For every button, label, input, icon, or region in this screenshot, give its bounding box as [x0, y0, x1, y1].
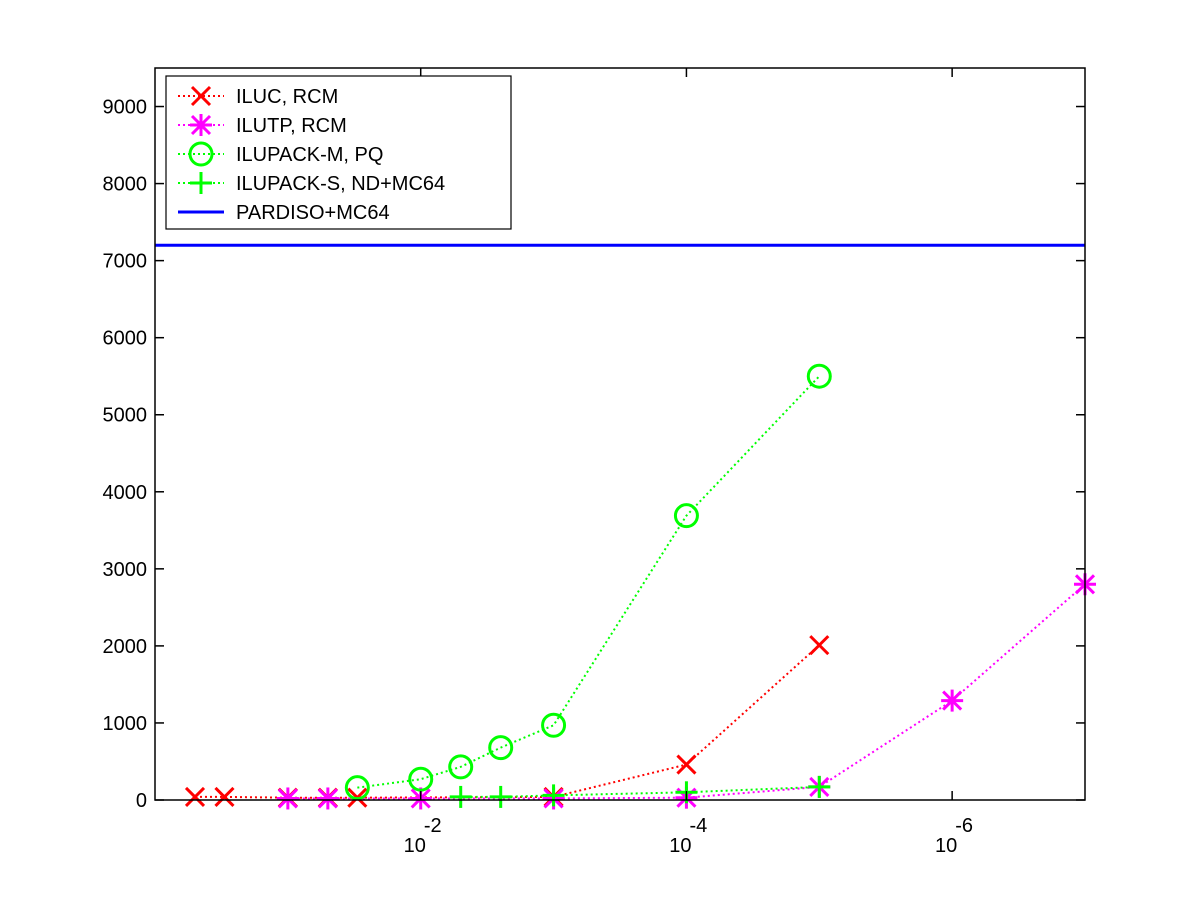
series-2 — [344, 363, 832, 801]
data-point-2-1 — [408, 766, 434, 792]
data-point-1-6 — [941, 689, 964, 712]
legend-entry-1: ILUTP, RCM — [178, 114, 347, 137]
data-point-0-6 — [676, 754, 697, 775]
legend-marker-0 — [190, 85, 212, 107]
ticks-layer: 010002000300040005000600070008000900010-… — [103, 68, 1085, 857]
y-tick-label-8: 8000 — [103, 174, 148, 196]
x-tick-label-base-1: 10 — [669, 835, 691, 857]
legend-entry-2: ILUPACK-M, PQ — [178, 141, 383, 167]
y-tick-label-7: 7000 — [103, 251, 148, 273]
series-line-3 — [460, 785, 820, 798]
legend-marker-3 — [190, 172, 212, 194]
data-point-0-1 — [214, 786, 235, 807]
legend-marker-2 — [188, 141, 214, 167]
legend-entry-0: ILUC, RCM — [178, 85, 338, 108]
y-tick-label-6: 6000 — [103, 328, 148, 350]
data-point-3-4 — [808, 775, 831, 798]
legend-box — [165, 75, 512, 230]
y-tick-label-3: 3000 — [103, 559, 148, 581]
y-tick-label-4: 4000 — [103, 482, 148, 504]
y-tick-label-1: 1000 — [103, 713, 148, 735]
legend-entry-3: ILUPACK-S, ND+MC64 — [178, 172, 445, 195]
legend-marker-1 — [190, 114, 212, 136]
data-point-2-6 — [806, 363, 832, 389]
x-tick-label-base-2: 10 — [935, 835, 957, 857]
data-point-3-0 — [449, 785, 472, 808]
data-point-2-0 — [344, 775, 370, 801]
data-point-3-2 — [542, 784, 565, 807]
x-tick-label-base-0: 10 — [404, 835, 426, 857]
x-tick-label-exp-1: -4 — [690, 815, 708, 837]
axes-frame — [154, 67, 1086, 801]
legend-label-2: ILUPACK-M, PQ — [236, 144, 383, 166]
data-point-2-3 — [488, 735, 514, 761]
data-point-1-0 — [276, 787, 299, 810]
data-point-0-7 — [809, 635, 830, 656]
legend: ILUC, RCM ILUTP, RCM ILUPACK-M, PQ ILUPACK-… — [165, 75, 512, 230]
series-line-2 — [357, 375, 821, 789]
x-tick-label-exp-0: -2 — [424, 815, 442, 837]
data-point-2-2 — [448, 754, 474, 780]
x-tick-label-exp-2: -6 — [955, 815, 973, 837]
y-tick-label-0: 0 — [136, 790, 147, 812]
data-point-2-4 — [541, 712, 567, 738]
series-layer — [155, 243, 1096, 810]
data-point-3-1 — [489, 785, 512, 808]
y-tick-label-9: 9000 — [103, 97, 148, 119]
data-point-0-0 — [184, 786, 206, 807]
legend-entry-4: PARDISO+MC64 — [178, 202, 390, 224]
data-point-1-1 — [316, 787, 339, 810]
y-tick-label-5: 5000 — [103, 405, 148, 427]
legend-label-1: ILUTP, RCM — [236, 115, 347, 137]
y-tick-label-2: 2000 — [103, 636, 148, 658]
data-point-2-5 — [673, 503, 699, 529]
legend-label-0: ILUC, RCM — [236, 86, 338, 108]
series-line-1 — [287, 583, 1086, 800]
series-line-0 — [194, 644, 820, 799]
legend-label-4: PARDISO+MC64 — [236, 202, 390, 224]
legend-label-3: ILUPACK-S, ND+MC64 — [236, 173, 445, 195]
